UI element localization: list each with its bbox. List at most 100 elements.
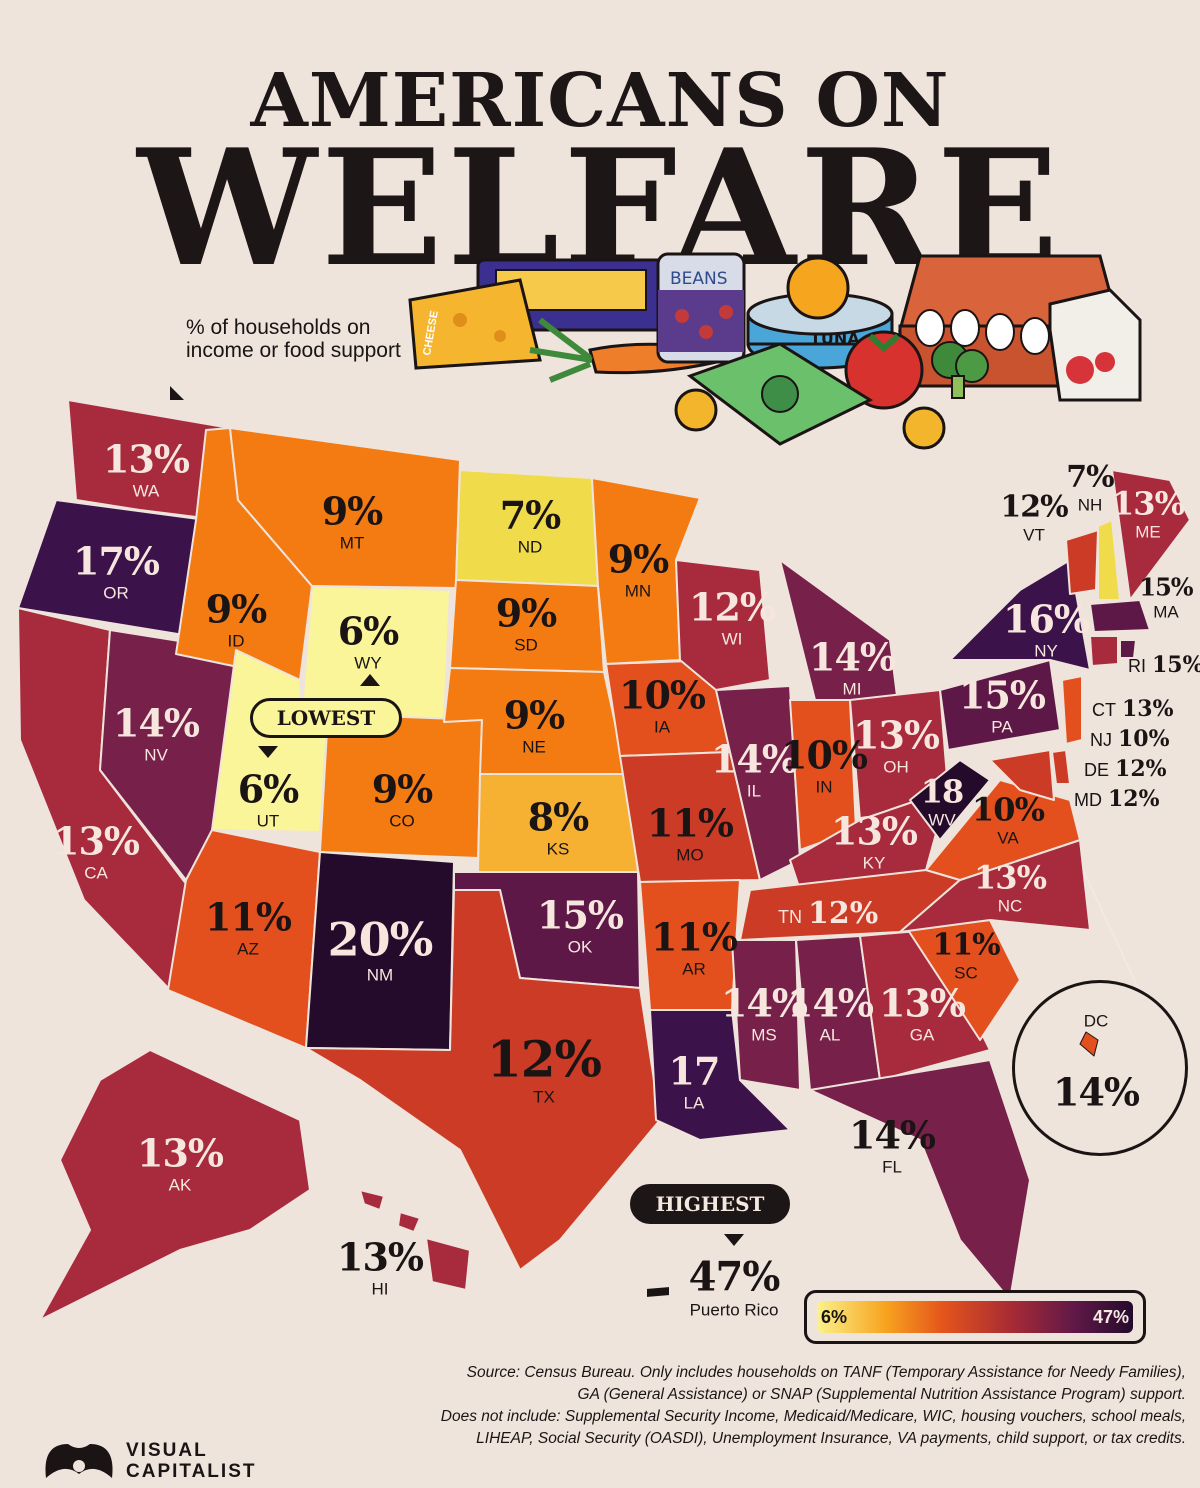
label-MN: 9% MN — [607, 536, 670, 601]
value: 9% — [503, 692, 566, 738]
territory-PR — [645, 1285, 671, 1299]
label-DE: DE 12% — [1084, 756, 1167, 782]
source-line: Does not include: Supplemental Security … — [440, 1408, 1186, 1425]
abbr: PA — [991, 717, 1013, 737]
source-note: Source: Census Bureau. Only includes hou… — [316, 1362, 1186, 1450]
value: 15% — [959, 672, 1046, 718]
state-ME — [1111, 469, 1191, 601]
label-IA: 10% IA — [619, 676, 706, 736]
label-NV: 14% NV — [113, 704, 200, 765]
abbr: LA — [683, 1093, 705, 1113]
label-MI: 14% MI — [809, 634, 896, 698]
value: 14% — [787, 980, 874, 1026]
value: 9% — [205, 586, 268, 632]
label-AR: 11% AR — [651, 918, 738, 978]
label-OK: 15% OK — [537, 896, 624, 956]
value: 15% — [1152, 652, 1200, 678]
source-line: LIHEAP, Social Security (OASDI), Unemplo… — [476, 1430, 1186, 1447]
label-DC: DC 14% — [1053, 1009, 1140, 1112]
abbr: NJ — [1090, 730, 1112, 750]
abbr: DE — [1084, 760, 1110, 780]
cheese-icon: CHEESE — [408, 278, 542, 370]
label-VA: 10% VA — [972, 794, 1045, 847]
map-subtitle: % of households on income or food suppor… — [186, 316, 401, 362]
value: 9% — [371, 766, 434, 812]
visual-capitalist-logo-icon — [45, 1444, 113, 1478]
label-IL: 14% IL — [711, 736, 798, 800]
value: 7% — [1066, 459, 1114, 495]
value: 13% — [831, 808, 918, 854]
label-MA: 15% MA — [1139, 572, 1193, 621]
state-AK — [39, 1049, 311, 1321]
value: 47% — [688, 1253, 781, 1301]
beans-can-icon: BEANS — [656, 252, 746, 364]
label-MO: 11% MO — [647, 804, 734, 864]
abbr: IN — [815, 777, 833, 797]
value: 17 — [668, 1048, 721, 1094]
label-WI: 12% WI — [689, 588, 776, 649]
value: 12% — [1108, 786, 1160, 812]
state-MA — [1089, 599, 1151, 633]
value: 15% — [1139, 572, 1193, 602]
abbr: WV — [928, 810, 956, 830]
label-NM: 20% NM — [328, 917, 434, 984]
value: 9% — [607, 536, 670, 582]
abbr: VT — [1023, 525, 1045, 545]
value: 14% — [809, 634, 896, 680]
abbr: UT — [256, 811, 280, 831]
label-AL: 14% AL — [787, 980, 874, 1044]
color-legend: 6% 47% — [804, 1290, 1146, 1344]
label-AK: 13% AK — [137, 1134, 224, 1195]
value: 11% — [205, 894, 292, 940]
dc-inset — [1012, 980, 1188, 1156]
label-CA: 13% CA — [53, 818, 140, 883]
brand-line: CAPITALIST — [126, 1461, 257, 1482]
abbr: WY — [354, 653, 382, 673]
state-MS — [731, 939, 801, 1091]
value: 7% — [499, 492, 562, 538]
value: 14% — [711, 736, 798, 782]
abbr: WI — [721, 629, 743, 649]
label-VT: 12% VT — [1000, 489, 1068, 545]
abbr: SC — [954, 963, 978, 983]
tomato-icon — [844, 330, 924, 410]
abbr: CA — [84, 863, 108, 883]
tuna-label: TUNA — [810, 329, 860, 348]
abbr: NV — [144, 745, 168, 765]
label-MT: 9% MT — [322, 492, 384, 552]
broccoli-icon — [931, 341, 989, 399]
source-line: GA (General Assistance) or SNAP (Supplem… — [577, 1386, 1186, 1403]
label-ID: 9% ID — [205, 586, 268, 650]
label-ME: 13% ME — [1112, 484, 1185, 541]
label-WA: 13% WA — [103, 440, 190, 501]
value: 6% — [237, 766, 300, 812]
label-ND: 7% ND — [499, 492, 562, 557]
label-puerto-rico: 47% Puerto Rico — [688, 1253, 781, 1319]
label-KY: 13% KY — [831, 808, 918, 872]
abbr: ND — [517, 537, 543, 557]
abbr: CT — [1092, 700, 1116, 720]
value: 10% — [781, 732, 868, 778]
abbr: WA — [132, 481, 160, 501]
label-CO: 9% CO — [371, 766, 434, 830]
state-IL — [715, 685, 801, 881]
subtitle-arrow-icon — [170, 386, 184, 400]
label-LA: 17 LA — [668, 1048, 721, 1113]
abbr: AK — [168, 1175, 192, 1195]
brand-logo: VISUAL CAPITALIST — [42, 1438, 256, 1484]
label-UT: 6% UT — [237, 766, 300, 831]
abbr: MD — [1074, 790, 1102, 810]
label-MS: 14% MS — [721, 984, 808, 1044]
value: 13% — [53, 818, 140, 864]
abbr: MN — [624, 581, 652, 601]
value: 18 — [920, 772, 965, 811]
value: 12% — [1115, 756, 1167, 782]
value: 12% — [1000, 489, 1068, 525]
arrow-up-icon — [360, 674, 380, 686]
abbr: RI — [1128, 656, 1146, 676]
state-AZ — [167, 829, 321, 1049]
label-HI: 13% HI — [337, 1238, 424, 1298]
state-NY — [949, 559, 1091, 671]
value: 8% — [527, 794, 590, 840]
value: 13% — [1112, 484, 1185, 523]
